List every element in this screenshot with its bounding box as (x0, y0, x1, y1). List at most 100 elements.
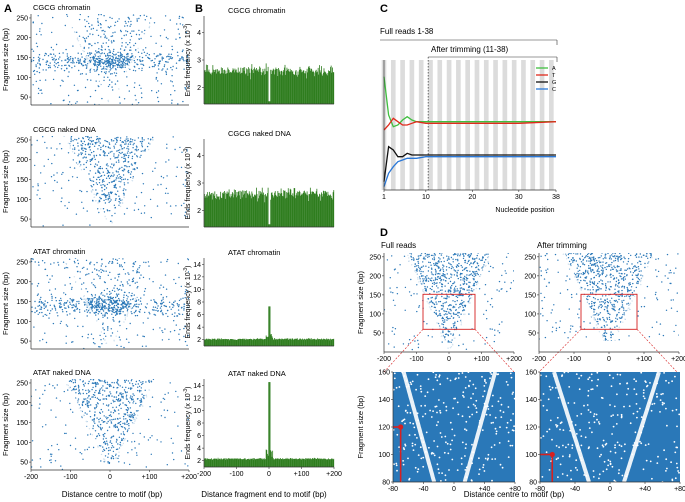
data-point (68, 201, 70, 204)
data-point (183, 335, 185, 338)
data-point (103, 415, 105, 417)
data-bar (259, 458, 261, 467)
data-point (156, 307, 158, 309)
data-point (125, 294, 128, 297)
data-point (422, 271, 424, 273)
data-point (102, 385, 104, 387)
panel-b-ylabel-close: ) (185, 387, 192, 389)
data-bar (254, 194, 255, 227)
data-bar (240, 199, 242, 227)
data-point (126, 84, 128, 87)
data-point (119, 57, 121, 59)
data-point (103, 63, 105, 65)
data-point (119, 102, 121, 104)
data-point (54, 70, 56, 72)
data-point (77, 155, 79, 157)
data-point (115, 72, 118, 75)
data-point (99, 277, 101, 280)
data-point (66, 53, 69, 55)
data-point (129, 42, 131, 44)
data-bar (263, 71, 264, 104)
data-bar (263, 458, 265, 467)
data-point (444, 275, 446, 278)
data-point (414, 340, 416, 342)
data-point (441, 274, 443, 277)
data-point (124, 305, 127, 308)
data-bar (214, 338, 216, 346)
data-bar (296, 193, 298, 227)
data-point (127, 178, 129, 181)
data-point (160, 441, 162, 443)
data-point (445, 301, 448, 303)
data-point (128, 341, 130, 344)
data-point (148, 142, 150, 144)
data-point (118, 200, 120, 203)
data-point (74, 381, 77, 384)
data-point (111, 17, 113, 20)
data-bar (288, 459, 290, 467)
data-point (91, 186, 93, 188)
data-point (41, 426, 44, 428)
data-point (98, 73, 100, 76)
data-bar (309, 459, 311, 467)
data-point (452, 267, 454, 269)
data-point (175, 38, 177, 40)
data-point (429, 278, 431, 280)
data-point (164, 192, 167, 194)
data-bar (264, 68, 266, 104)
data-point (126, 430, 129, 433)
data-point (79, 379, 81, 381)
data-point (103, 305, 105, 308)
data-point (107, 174, 110, 177)
data-point (76, 300, 78, 303)
data-point (120, 433, 122, 435)
data-point (116, 279, 119, 281)
data-bar (285, 198, 287, 227)
data-point (160, 183, 162, 186)
data-point (107, 456, 109, 458)
data-bar (244, 458, 246, 467)
data-point (106, 172, 109, 174)
data-point (89, 71, 91, 73)
data-point (118, 310, 121, 313)
data-point (95, 406, 97, 409)
data-point (127, 148, 130, 150)
data-point (160, 293, 162, 296)
data-point (85, 136, 87, 138)
data-bar (312, 458, 314, 467)
data-point (114, 31, 116, 33)
data-point (31, 283, 33, 285)
data-bar (332, 67, 333, 104)
panel-a-y-tick-label: 250 (16, 380, 28, 387)
data-point (433, 259, 435, 261)
panel-b-y-tick-label: 6 (197, 433, 201, 440)
data-point (75, 388, 78, 390)
data-bar (227, 193, 229, 227)
data-point (55, 397, 58, 399)
data-point (105, 167, 108, 170)
data-point (604, 329, 606, 331)
data-point (476, 262, 478, 264)
data-point (86, 268, 89, 270)
data-point (111, 167, 113, 169)
data-point (99, 334, 101, 337)
data-point (473, 284, 476, 287)
data-point (77, 384, 80, 387)
data-point (448, 296, 450, 298)
data-point (116, 344, 118, 347)
data-point (101, 292, 103, 294)
data-point (149, 437, 151, 439)
data-point (86, 404, 89, 406)
data-point (124, 139, 126, 142)
data-point (444, 327, 447, 329)
data-bar (299, 338, 301, 346)
data-point (119, 51, 122, 54)
data-point (112, 435, 115, 437)
data-point (109, 166, 112, 168)
data-bar (280, 188, 282, 227)
data-point (93, 154, 95, 157)
data-bar (234, 339, 236, 346)
data-point (432, 274, 434, 276)
data-point (631, 292, 634, 294)
data-point (113, 424, 115, 427)
